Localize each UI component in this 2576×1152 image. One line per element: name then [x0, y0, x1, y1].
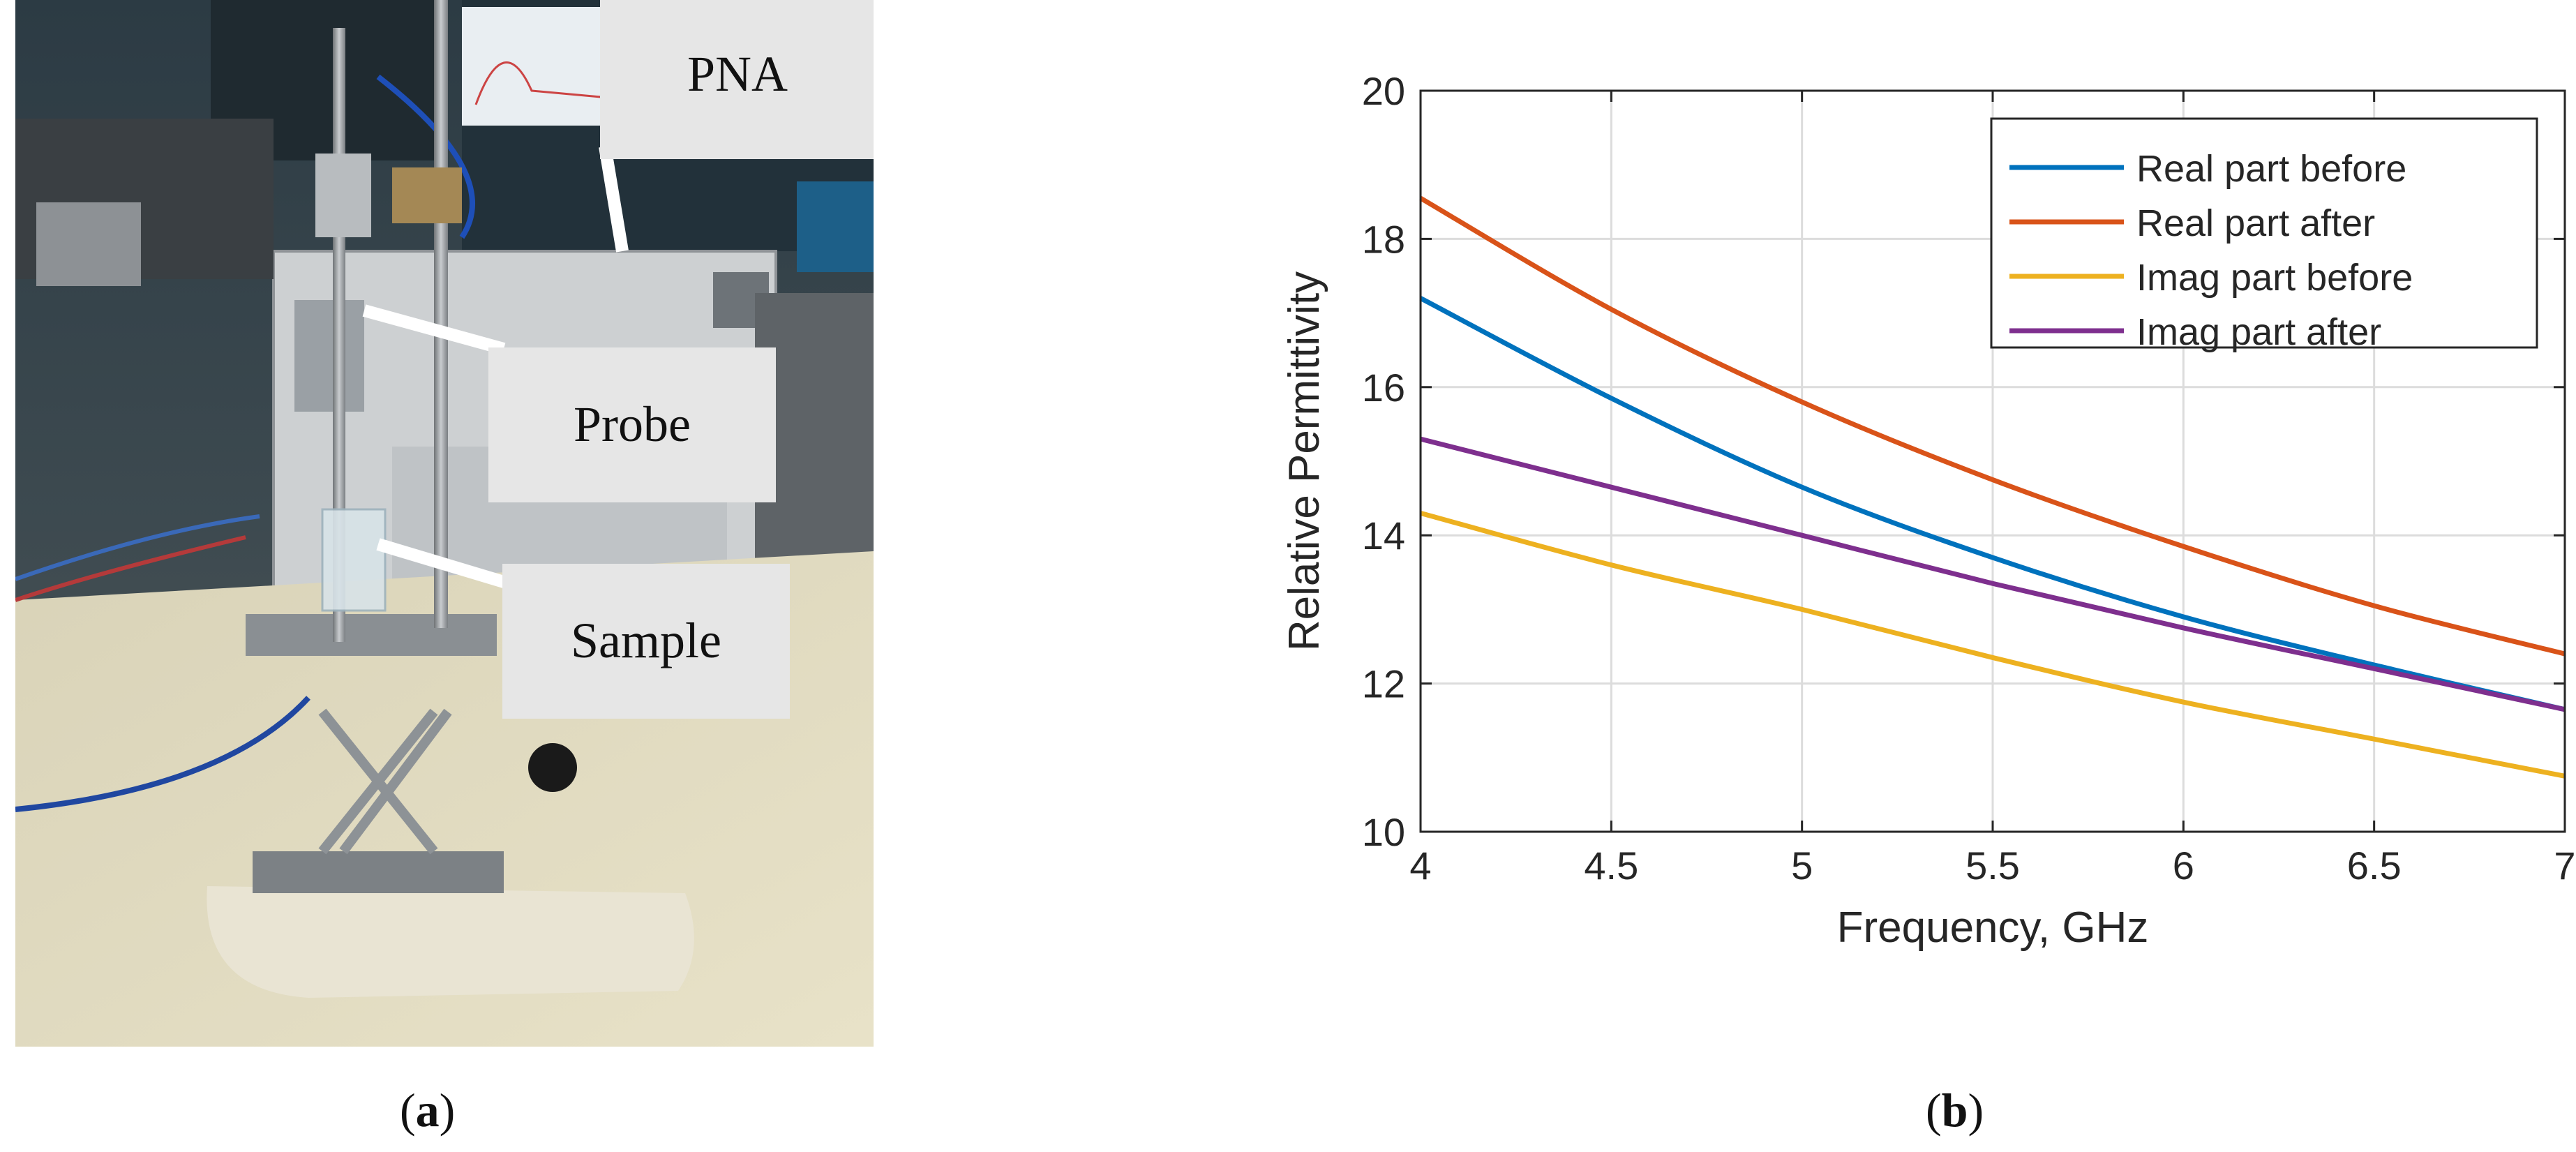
- x-tick-label: 4: [1409, 844, 1431, 888]
- panel-caption-a: (a): [400, 1084, 456, 1137]
- legend-label: Real part after: [2136, 202, 2375, 244]
- monitor-screen: [462, 7, 615, 126]
- callout-pna: PNA: [599, 0, 874, 253]
- panel-caption-b: (b): [1926, 1084, 1984, 1137]
- legend-box: [1990, 117, 2538, 349]
- series-line: [1420, 510, 2566, 779]
- x-axis-ticks: 4 4.5 5 5.5 6 6.5 7: [1409, 91, 2576, 888]
- legend-label: Imag part before: [2136, 257, 2413, 299]
- cables: [15, 74, 475, 812]
- y-axis-ticks: 10 12 14 16 18 20: [1362, 69, 2565, 854]
- setup-photo: PNA Probe Sample: [15, 0, 874, 1047]
- y-tick-label: 12: [1362, 662, 1405, 706]
- callout-probe-label: Probe: [574, 396, 691, 452]
- y-tick-label: 18: [1362, 217, 1405, 261]
- grid: [1421, 91, 2565, 832]
- x-tick-label: 7: [2554, 844, 2575, 888]
- callout-sample: Sample: [376, 538, 790, 719]
- sample-beaker: [321, 508, 387, 612]
- y-axis-label: Relative Permittivity: [1280, 271, 1328, 651]
- x-tick-label: 4.5: [1584, 844, 1638, 888]
- series-line: [1420, 436, 2566, 712]
- legend: Real part before Real part after Imag part…: [1990, 117, 2538, 353]
- callout-probe: Probe: [362, 304, 776, 502]
- permittivity-chart: 4 4.5 5 5.5 6 6.5 7 10 12 14 16 18 20 Frequency, GH…: [1280, 69, 2576, 952]
- series-line: [1419, 296, 2566, 712]
- series-line: [1419, 195, 2566, 657]
- x-tick-label: 6: [2173, 844, 2194, 888]
- legend-label: Imag part after: [2136, 311, 2381, 353]
- x-tick-label: 5.5: [1965, 844, 2020, 888]
- lab-jack: [207, 614, 694, 998]
- y-tick-label: 20: [1362, 69, 1405, 113]
- probe-stand: [315, 0, 462, 642]
- panel-letter-a: a: [415, 1084, 440, 1137]
- panel-letter-b: b: [1941, 1084, 1968, 1137]
- y-tick-label: 14: [1362, 514, 1405, 558]
- callout-sample-label: Sample: [571, 613, 721, 668]
- callout-pna-label: PNA: [687, 46, 788, 102]
- x-tick-label: 5: [1791, 844, 1813, 888]
- y-tick-label: 10: [1362, 810, 1405, 854]
- y-tick-label: 16: [1362, 366, 1405, 410]
- x-axis-label: Frequency, GHz: [1837, 904, 2149, 952]
- legend-label: Real part before: [2136, 148, 2406, 190]
- x-tick-label: 6.5: [2347, 844, 2402, 888]
- series-lines: [1419, 195, 2566, 779]
